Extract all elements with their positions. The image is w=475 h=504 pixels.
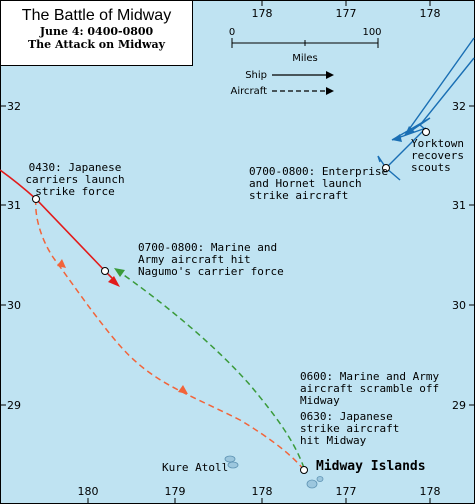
scale-unit-label: Miles [292,53,318,64]
top-longitude-ticks [261,0,431,6]
right-lat-label: 31 [452,199,466,212]
map-title: The Battle of Midway [21,7,172,24]
enterprise-point [382,164,390,172]
bottom-lon-label: 178 [252,485,273,498]
legend-ship-label: Ship [245,70,267,81]
top-lon-label: 178 [252,7,273,20]
us-carrier-arrow-1 [405,126,415,135]
legend-aircraft-label: Aircraft [230,86,267,97]
japanese-strike-arrow-1 [57,259,66,268]
scramble-label: aircraft scramble off [300,382,439,395]
japanese-carrier-arrow [108,276,120,287]
enterprise-label: and Hornet launch [249,177,362,190]
japanese-hit-label: strike aircraft [300,422,399,435]
yorktown-label: recovers [411,149,464,162]
top-lon-label: 177 [336,7,357,20]
midway-islands-label: Midway Islands [316,459,426,474]
left-lat-label: 29 [7,399,21,412]
japanese-hit-label: 0630: Japanese [300,410,393,423]
title-box: The Battle of Midway June 4: 0400-0800 T… [0,0,193,66]
left-lat-label: 32 [7,100,21,113]
kure-atoll-island [224,455,239,469]
map-subtitle-event: The Attack on Midway [28,38,165,51]
legend-ship-arrow [326,71,334,79]
japanese-launch-label: 0430: Japanese [29,161,122,174]
bottom-longitude-ticks [87,498,431,504]
yorktown-label: scouts [411,161,451,174]
marine-hit-label: 0700-0800: Marine and [138,241,277,254]
japanese-launch-label: strike force [35,185,114,198]
enterprise-label: strike aircraft [249,189,348,202]
right-lat-label: 30 [452,299,466,312]
legend-aircraft-arrow [326,87,334,95]
bottom-lon-label: 177 [336,485,357,498]
map-subtitle-date: June 4: 0400-0800 [39,25,154,38]
kure-atoll-label: Kure Atoll [162,461,228,474]
right-lat-label: 29 [452,399,466,412]
japanese-strike-arrow-2 [178,385,188,394]
japanese-hit-label: hit Midway [300,434,367,447]
enterprise-label: 0700-0800: Enterprise [249,165,388,178]
right-latitude-ticks [469,105,475,406]
marine-hit-label: Nagumo's carrier force [138,265,284,278]
carrier-attacked-point [101,267,109,275]
marine-hit-label: Army aircraft hit [138,253,251,266]
yorktown-label: Yorktown [411,137,464,150]
bottom-lon-label: 180 [78,485,99,498]
scale-end-label: 100 [362,27,381,38]
us-marine-aircraft-arrow [114,268,125,277]
left-latitude-ticks [0,105,6,406]
right-lat-label: 32 [452,100,466,113]
scale-bar [231,38,379,48]
bottom-lon-label: 178 [420,485,441,498]
left-lat-label: 31 [7,199,21,212]
us-marine-aircraft-route [117,270,305,469]
scramble-label: 0600: Marine and Army [300,370,439,383]
yorktown-point [422,128,430,136]
japanese-launch-label: carriers launch [25,173,124,186]
bottom-lon-label: 179 [165,485,186,498]
us-carrier-arrow-2 [392,134,402,142]
midway-point [300,466,308,474]
scramble-label: Midway [300,394,340,407]
japanese-strike-route [35,198,305,471]
midway-islands-shape [306,476,324,489]
left-lat-label: 30 [7,299,21,312]
top-lon-label: 178 [420,7,441,20]
scale-start-label: 0 [229,27,235,38]
japanese-launch-point [32,195,40,203]
